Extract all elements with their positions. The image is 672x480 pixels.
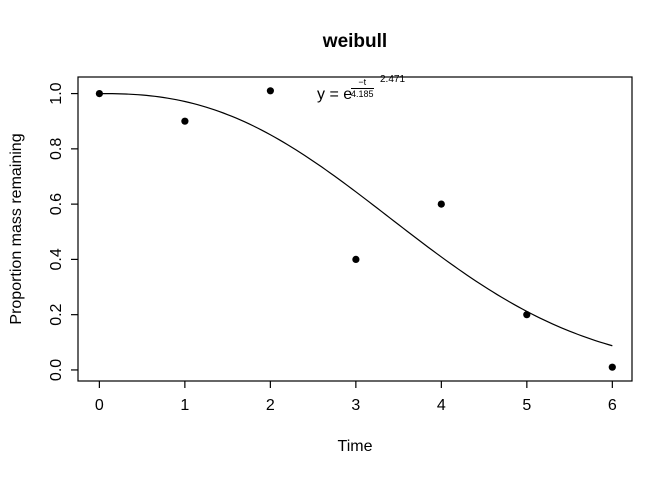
- x-axis-label: Time: [337, 438, 373, 455]
- data-point: [95, 90, 103, 98]
- y-tick-label: 0.4: [48, 248, 65, 270]
- y-tick-label: 0.6: [48, 193, 65, 215]
- equation-base: y = e: [317, 86, 353, 103]
- x-axis-ticks: 0 1 2 3 4 5 6: [95, 381, 617, 414]
- equation-annotation: y = e −t 4.185 2.471: [317, 75, 417, 103]
- y-tick-label: 0.8: [48, 138, 65, 160]
- x-tick-label: 6: [608, 397, 617, 414]
- chart-title: weibull: [322, 31, 388, 52]
- y-axis-ticks: 0.0 0.2 0.4 0.6 0.8 1.0: [48, 82, 78, 381]
- y-tick-label: 0.2: [48, 303, 65, 325]
- data-point: [181, 117, 189, 125]
- y-tick-label: 0.0: [48, 359, 65, 381]
- equation-exponent: 2.471: [380, 74, 406, 85]
- data-point: [352, 255, 360, 263]
- plot-box: [77, 76, 633, 382]
- y-tick-label: 1.0: [48, 82, 65, 104]
- data-points: [95, 87, 616, 371]
- fit-curve: [99, 92, 613, 347]
- x-tick-label: 5: [522, 397, 531, 414]
- x-tick-label: 4: [437, 397, 446, 414]
- data-point: [523, 311, 531, 319]
- data-point: [437, 200, 445, 208]
- equation-fraction: −t 4.185: [351, 78, 374, 99]
- equation-numerator: −t: [351, 78, 374, 89]
- x-tick-label: 1: [180, 397, 189, 414]
- data-point: [608, 363, 616, 371]
- data-point: [266, 87, 274, 95]
- x-tick-label: 0: [95, 397, 104, 414]
- y-axis-label: Proportion mass remaining: [8, 133, 25, 324]
- x-tick-label: 2: [266, 397, 275, 414]
- x-tick-label: 3: [351, 397, 360, 414]
- equation-denominator: 4.185: [351, 89, 374, 99]
